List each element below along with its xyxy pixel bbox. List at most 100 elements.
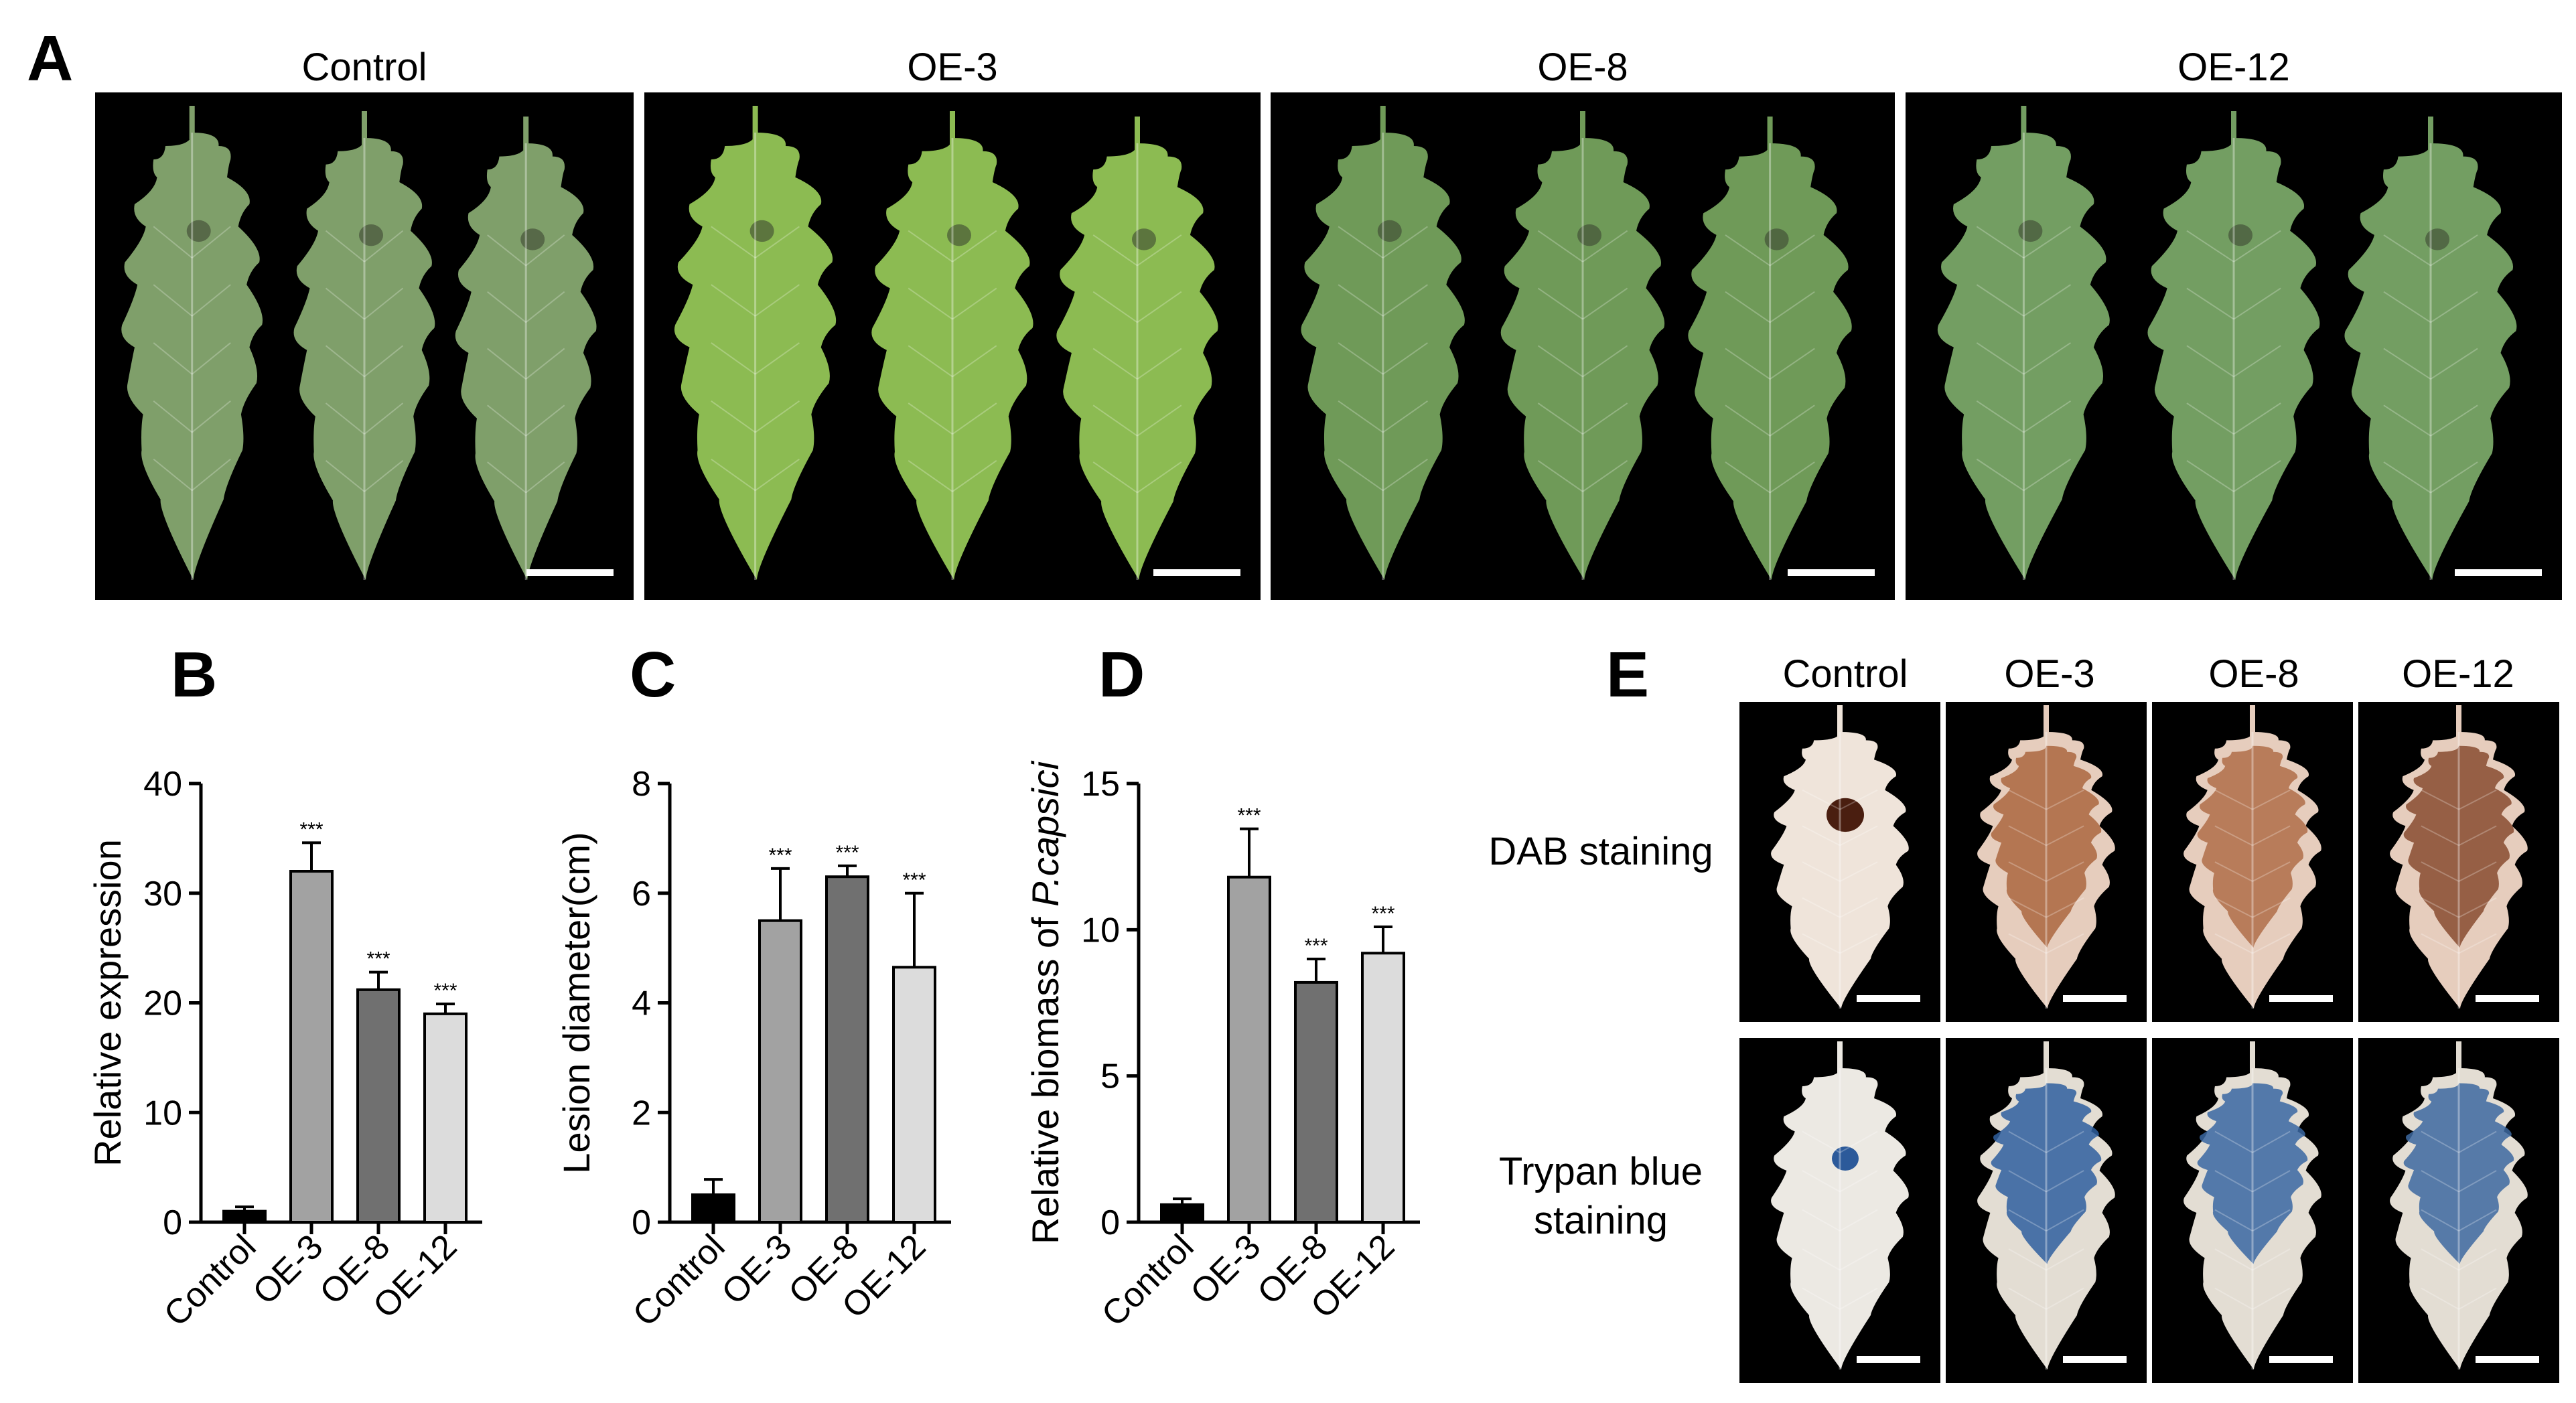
dab-photo-oe3	[1946, 702, 2147, 1022]
panel-e-title-control: Control	[1782, 652, 1908, 696]
dab-photo-oe8	[2152, 702, 2353, 1022]
dab-staining-label: DAB staining	[1488, 830, 1713, 873]
y-tick-label: 10	[1081, 911, 1120, 950]
scale-bar	[2476, 1356, 2539, 1363]
leaf-3-0	[1937, 106, 2110, 580]
leaf-2-2	[1688, 117, 1852, 580]
scale-bar	[1788, 569, 1875, 576]
scale-bar	[2269, 1356, 2333, 1363]
significance-label: ***	[1304, 935, 1328, 957]
significance-label: ***	[768, 844, 792, 867]
leaf-2-1	[1500, 111, 1665, 580]
bar-oe-3	[758, 919, 802, 1224]
bar-control	[222, 1209, 267, 1224]
bar-oe-8	[356, 988, 401, 1224]
leaf-photo-control	[95, 92, 634, 600]
y-tick-label: 30	[143, 875, 182, 913]
stained-leaf-5	[1977, 1041, 2115, 1370]
leaf-3-1	[2147, 111, 2320, 580]
stained-leaf-2	[2184, 705, 2321, 1009]
scale-bar	[1153, 569, 1240, 576]
bar-oe-12	[423, 1012, 468, 1224]
panel-a-title-oe3: OE-3	[907, 46, 998, 89]
y-tick-label: 2	[632, 1094, 651, 1132]
trypan-label-line1: Trypan blue	[1498, 1150, 1703, 1193]
significance-label: ***	[299, 818, 323, 840]
bar-control	[691, 1193, 735, 1224]
bar-oe-12	[1361, 952, 1405, 1224]
stained-leaf-4	[1771, 1041, 1909, 1370]
panel-letter-b: B	[171, 639, 218, 711]
panel-letter-a: A	[27, 23, 74, 94]
y-tick-label: 4	[632, 984, 651, 1023]
scale-bar	[2269, 995, 2333, 1002]
panel-a-title-oe8: OE-8	[1537, 46, 1628, 89]
significance-label: ***	[902, 869, 926, 891]
trypan-photo-oe8	[2152, 1038, 2353, 1383]
panel-e-title-oe3: OE-3	[2004, 652, 2095, 696]
x-tick-label: OE-3	[715, 1227, 800, 1312]
significance-label: ***	[1371, 903, 1394, 925]
chart-svg: 010203040Control***OE-3***OE-8***OE-12Re…	[86, 765, 482, 1334]
leaf-0-2	[455, 117, 597, 580]
leaf-photo-oe8	[1271, 92, 1895, 600]
panel-a-title-control: Control	[301, 46, 427, 89]
stained-leaf-6	[2184, 1041, 2321, 1370]
stained-leaf-0	[1771, 705, 1909, 1009]
x-tick-label: OE-3	[1184, 1227, 1269, 1312]
dab-photo-control	[1739, 702, 1940, 1022]
scale-bar	[2063, 1356, 2127, 1363]
scale-bar	[2063, 995, 2127, 1002]
stained-leaf-7	[2390, 1041, 2528, 1370]
significance-label: ***	[835, 842, 859, 864]
significance-label: ***	[366, 948, 390, 970]
trypan-photo-oe3	[1946, 1038, 2147, 1383]
panel-letter-d: D	[1098, 639, 1145, 711]
leaf-3-2	[2344, 117, 2517, 580]
y-tick-label: 40	[143, 765, 182, 804]
chart-d-relative-biomass: 0 5 10 15 Control *** OE-3 *** OE-8 *** OE-12 Relat…	[1018, 737, 1433, 1400]
y-axis-label: Relative biomass of P.capsici	[1024, 760, 1066, 1244]
bar-oe-12	[892, 966, 936, 1224]
leaf-1-1	[871, 111, 1033, 580]
y-axis-label: Lesion diameter(cm)	[555, 832, 597, 1173]
stained-leaf-1	[1977, 705, 2115, 1009]
panel-e-title-oe8: OE-8	[2208, 652, 2299, 696]
panel-letter-c: C	[630, 639, 676, 711]
x-tick-label: Control	[1094, 1227, 1202, 1334]
panel-e-title-oe12: OE-12	[2402, 652, 2514, 696]
chart-svg: 051015Control***OE-3***OE-8***OE-12Relat…	[1024, 760, 1420, 1334]
leaf-photo-oe3	[644, 92, 1261, 600]
significance-label: ***	[433, 980, 457, 1002]
y-tick-label: 10	[143, 1094, 182, 1132]
leaf-1-0	[674, 106, 837, 580]
bar-oe-3	[289, 870, 334, 1224]
y-tick-label: 0	[632, 1203, 651, 1242]
y-tick-label: 6	[632, 875, 651, 913]
y-tick-label: 20	[143, 984, 182, 1023]
trypan-label-line2: staining	[1534, 1198, 1668, 1242]
trypan-photo-control	[1739, 1038, 1940, 1383]
y-tick-label: 5	[1100, 1057, 1120, 1096]
panel-letter-e: E	[1606, 639, 1650, 711]
chart-b-relative-expression: 0 10 20 30 40 Control *** OE-3 *** OE-8 *** OE-12 Re…	[80, 737, 496, 1400]
x-tick-label: Control	[626, 1227, 733, 1334]
leaf-1-2	[1056, 117, 1218, 580]
trypan-blue-staining-label: Trypan blue staining	[1460, 1148, 1741, 1245]
scale-bar	[2455, 569, 2542, 576]
y-tick-label: 0	[1100, 1203, 1120, 1242]
scale-bar	[526, 569, 614, 576]
leaf-photo-oe12	[1906, 92, 2562, 600]
scale-bar	[2476, 995, 2539, 1002]
y-tick-label: 15	[1081, 765, 1120, 804]
y-tick-label: 0	[163, 1203, 182, 1242]
x-tick-label: OE-3	[246, 1227, 331, 1312]
y-tick-label: 8	[632, 765, 651, 804]
trypan-photo-oe12	[2358, 1038, 2559, 1383]
chart-c-lesion-diameter: 0 2 4 6 8 Control *** OE-3 *** OE-8 *** OE-12 Lesion…	[549, 737, 964, 1400]
bar-oe-8	[1294, 980, 1338, 1224]
y-axis-label: Relative expression	[86, 839, 129, 1167]
dab-photo-oe12	[2358, 702, 2559, 1022]
scale-bar	[1857, 995, 1920, 1002]
leaf-0-1	[293, 111, 435, 580]
